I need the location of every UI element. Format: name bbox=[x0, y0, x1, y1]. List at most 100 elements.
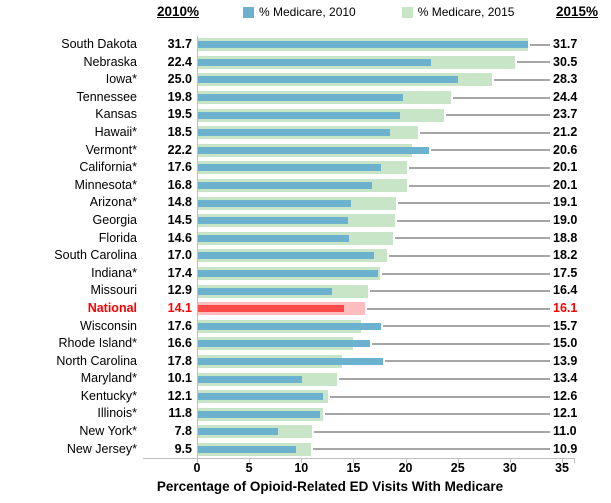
bar-2010 bbox=[197, 410, 321, 418]
bar-2010 bbox=[197, 428, 279, 436]
bar-zone: 30.5 bbox=[197, 54, 611, 72]
bar-zone: 16.4 bbox=[197, 282, 611, 300]
chart-row: Missouri 12.9 16.4 bbox=[0, 282, 611, 300]
value-2010: 19.5 bbox=[167, 107, 192, 122]
state-label: Vermont* bbox=[85, 142, 137, 157]
value-2015: 18.8 bbox=[553, 230, 578, 245]
leader-line bbox=[430, 149, 550, 152]
bar-2010 bbox=[197, 182, 373, 190]
bar-2010 bbox=[197, 252, 375, 260]
leader-line bbox=[313, 430, 550, 433]
value-2010: 7.8 bbox=[174, 424, 192, 439]
state-label: Missouri bbox=[90, 283, 137, 298]
bar-zone: 11.0 bbox=[197, 423, 611, 441]
leader-line bbox=[330, 395, 550, 398]
bar-zone: 12.1 bbox=[197, 405, 611, 423]
value-2015: 11.0 bbox=[553, 424, 577, 439]
value-2010: 17.4 bbox=[167, 265, 192, 280]
x-tick-mark bbox=[457, 458, 459, 463]
state-label: Illinois* bbox=[97, 406, 137, 421]
value-2015: 15.0 bbox=[553, 336, 578, 351]
value-2015: 16.4 bbox=[553, 283, 578, 298]
x-axis-title: Percentage of Opioid-Related ED Visits W… bbox=[156, 479, 504, 494]
chart-row: Rhode Island* 16.6 15.0 bbox=[0, 335, 611, 353]
value-2010: 14.1 bbox=[167, 300, 192, 315]
chart-row: Kansas 19.5 23.7 bbox=[0, 106, 611, 124]
value-2010: 12.9 bbox=[167, 283, 192, 298]
legend-item-2015: % Medicare, 2015 bbox=[401, 5, 515, 19]
legend-label-2010: % Medicare, 2010 bbox=[259, 5, 356, 19]
chart-row: Iowa* 25.0 28.3 bbox=[0, 71, 611, 89]
bar-zone: 19.1 bbox=[197, 194, 611, 212]
leader-line bbox=[397, 219, 550, 222]
chart-row: Arizona* 14.8 19.1 bbox=[0, 194, 611, 212]
value-2015: 18.2 bbox=[553, 248, 578, 263]
value-2015: 28.3 bbox=[553, 72, 578, 87]
value-2015: 30.5 bbox=[553, 54, 578, 69]
bar-2010 bbox=[197, 94, 404, 102]
bar-zone: 15.7 bbox=[197, 318, 611, 336]
value-2010: 31.7 bbox=[167, 37, 192, 51]
leader-line bbox=[382, 325, 550, 328]
bar-zone: 18.8 bbox=[197, 230, 611, 248]
bar-rows: South Dakota 31.7 31.7 Nebraska 22.4 30.5 Iowa… bbox=[0, 36, 611, 458]
chart-row: Minnesota* 16.8 20.1 bbox=[0, 177, 611, 195]
x-tick-label: 35 bbox=[555, 461, 569, 475]
value-2010: 12.1 bbox=[167, 388, 192, 403]
chart-row: Tennessee 19.8 24.4 bbox=[0, 89, 611, 107]
state-label: South Carolina bbox=[54, 248, 137, 263]
value-2010: 9.5 bbox=[174, 441, 192, 456]
leader-line bbox=[338, 378, 550, 381]
leader-line bbox=[381, 272, 550, 275]
bar-2010 bbox=[197, 58, 431, 66]
x-tick-mark bbox=[353, 458, 355, 463]
bar-2010 bbox=[197, 340, 371, 348]
state-label: Georgia bbox=[92, 212, 137, 227]
x-tick-mark bbox=[509, 458, 511, 463]
state-label: Indiana* bbox=[91, 265, 137, 280]
x-tick-label: 0 bbox=[193, 461, 201, 475]
leader-line bbox=[408, 184, 550, 187]
state-label: Rhode Island* bbox=[58, 336, 137, 351]
chart-row: Georgia 14.5 19.0 bbox=[0, 212, 611, 230]
bar-2010 bbox=[197, 41, 528, 49]
leader-line bbox=[420, 131, 550, 134]
state-label: Hawaii* bbox=[94, 124, 137, 139]
bar-zone: 31.7 bbox=[197, 36, 611, 54]
x-tick-mark bbox=[562, 458, 563, 463]
value-2015: 13.4 bbox=[553, 371, 578, 386]
bar-2010 bbox=[197, 129, 390, 137]
bar-zone: 17.5 bbox=[197, 265, 611, 283]
chart-row: South Carolina 17.0 18.2 bbox=[0, 247, 611, 265]
value-2015: 12.6 bbox=[553, 388, 578, 403]
value-2015: 20.1 bbox=[553, 177, 578, 192]
bar-2010 bbox=[197, 199, 352, 207]
state-label: National bbox=[87, 300, 137, 315]
bar-zone: 16.1 bbox=[197, 300, 611, 318]
bar-2010 bbox=[197, 445, 297, 453]
value-2010: 16.6 bbox=[167, 336, 192, 351]
leader-line bbox=[370, 290, 550, 293]
value-2010: 14.6 bbox=[167, 230, 192, 245]
bar-2010 bbox=[197, 357, 383, 365]
value-2015: 17.5 bbox=[553, 265, 578, 280]
state-label: North Carolina bbox=[56, 353, 137, 368]
x-tick-mark bbox=[301, 458, 303, 463]
leader-line bbox=[312, 448, 550, 451]
chart-row: Nebraska 22.4 30.5 bbox=[0, 54, 611, 72]
bar-2010 bbox=[197, 322, 381, 330]
state-label: Arizona* bbox=[89, 195, 137, 210]
x-tick-label: 20 bbox=[398, 461, 413, 475]
legend-swatch-2015-icon bbox=[401, 6, 413, 18]
bar-2010 bbox=[197, 305, 345, 313]
legend-label-2015: % Medicare, 2015 bbox=[417, 5, 515, 19]
leader-line bbox=[388, 254, 550, 257]
value-2010: 17.8 bbox=[167, 353, 192, 368]
x-tick-label: 10 bbox=[294, 461, 309, 475]
x-tick-label: 25 bbox=[450, 461, 465, 475]
value-2010: 22.2 bbox=[167, 142, 192, 157]
bar-2010 bbox=[197, 164, 381, 172]
leader-line bbox=[366, 307, 550, 310]
leader-line bbox=[398, 202, 550, 205]
